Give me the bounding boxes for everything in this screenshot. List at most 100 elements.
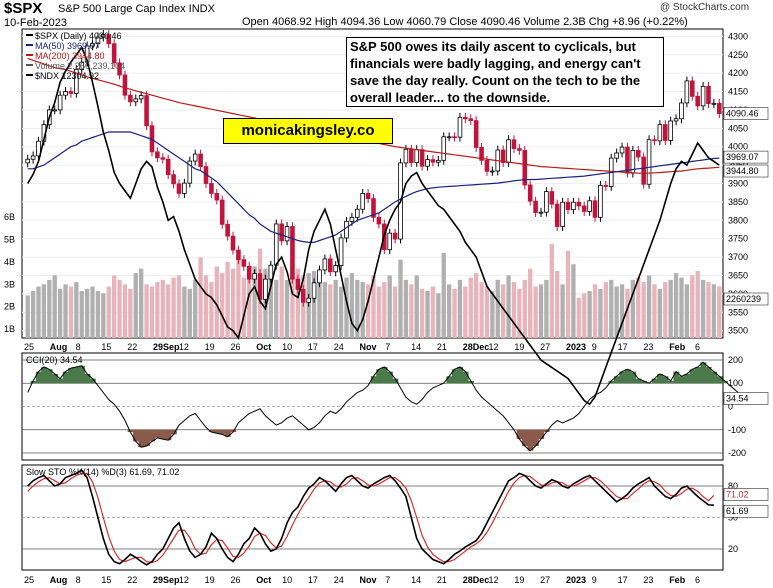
x-tick-label: 19 — [514, 342, 524, 352]
volume-bar — [36, 286, 41, 338]
candle-body — [176, 183, 182, 194]
cci-fill-pos — [657, 373, 664, 384]
candle-body — [198, 153, 203, 167]
candle-body — [209, 183, 214, 194]
volume-bar — [673, 273, 679, 338]
cci-fill-pos — [722, 380, 728, 384]
candle-body — [354, 208, 360, 218]
candle-body — [133, 98, 139, 103]
candle-body — [446, 136, 452, 139]
volume-bar — [274, 279, 279, 338]
overlay-lines — [27, 45, 747, 566]
candle-body — [322, 258, 328, 271]
cci-fill-neg — [127, 429, 134, 433]
volume-bar — [544, 279, 549, 338]
cci-fill-pos — [68, 368, 75, 384]
last-price-tag: 4090.46 — [726, 108, 759, 118]
candle-body — [517, 148, 522, 151]
cci-fill-neg — [143, 429, 150, 447]
candle-body — [641, 156, 646, 185]
volume-bar — [441, 253, 446, 338]
x-tick-label: 10 — [282, 342, 292, 352]
legend-entry: MA(50) 3969.07 — [35, 41, 100, 51]
candle-body — [263, 278, 268, 300]
volume-bar — [47, 279, 52, 338]
volume-bar — [522, 279, 527, 338]
x-tick-label: Nov — [360, 342, 377, 352]
candle-body — [300, 289, 306, 303]
volume-bar — [252, 266, 257, 338]
x-tick-label: 17 — [618, 575, 628, 585]
volume-bar — [360, 282, 365, 338]
volume-bar — [193, 279, 198, 338]
volume-bar — [74, 282, 79, 338]
cci-fill-pos — [41, 366, 48, 384]
volume-bar — [646, 275, 652, 338]
last-price-tag-bg — [723, 107, 769, 120]
cci-fill-pos — [462, 371, 469, 384]
cci-last-tag-bg — [723, 392, 769, 405]
candle-body — [295, 278, 301, 290]
candle-body — [490, 170, 495, 173]
volume-bar — [409, 284, 414, 338]
axis-ticks: 4300425042004150410040504000395039003850… — [4, 31, 769, 585]
cci-fill-pos — [387, 371, 393, 384]
volume-bar — [220, 273, 225, 338]
volume-bar — [349, 273, 355, 338]
volume-bar — [468, 277, 473, 338]
volume-bar — [565, 250, 571, 338]
candle-body — [327, 258, 333, 273]
cci-fill-pos — [52, 373, 58, 384]
candle-body — [284, 226, 290, 242]
candle-body — [646, 139, 652, 185]
volume-bar — [414, 275, 419, 338]
candle-body — [376, 216, 382, 225]
ma50-tag: 3969.07 — [726, 152, 759, 162]
volume-bar — [495, 279, 500, 338]
candle-body — [587, 200, 592, 212]
y-tick-label: 3800 — [728, 215, 748, 225]
cci-fill-neg — [219, 429, 226, 435]
volume-bar — [279, 266, 284, 338]
volume-bar — [490, 291, 495, 338]
candle-body — [522, 149, 528, 186]
cci-fill-neg — [165, 429, 172, 441]
candle-body — [538, 211, 544, 214]
volume-bar — [241, 277, 246, 338]
cci-fill-pos — [451, 369, 458, 384]
candle-body — [68, 91, 74, 94]
candle-body — [144, 95, 149, 127]
volume-bar — [155, 282, 160, 338]
candle-body — [246, 265, 252, 280]
cci-fill-pos — [79, 365, 85, 384]
volume-bar — [641, 282, 646, 338]
volume-bar — [182, 286, 187, 338]
candle-body — [117, 62, 122, 76]
sto-k-line — [27, 469, 714, 566]
cci-fill-neg — [532, 429, 539, 447]
volume-bar — [133, 273, 138, 338]
cci-fill-pos — [716, 376, 723, 384]
candle-body — [673, 118, 679, 122]
volume-tag-bg — [723, 292, 769, 306]
volume-bar — [90, 286, 95, 338]
volume-tick-label: 4B — [4, 257, 15, 267]
x-tick-label: 21 — [437, 342, 447, 352]
candle-body — [549, 191, 555, 205]
volume-bar — [247, 270, 252, 338]
candle-body — [700, 85, 706, 107]
volume-bar — [328, 284, 333, 338]
volume-bar — [392, 286, 398, 338]
cci-legend: CCI(20) 34.54 — [26, 355, 83, 365]
volume-bar — [484, 286, 490, 338]
volume-bar — [144, 284, 149, 338]
x-tick-label: 9 — [592, 342, 597, 352]
candle-body — [79, 61, 85, 70]
volume-bar — [598, 288, 603, 338]
volume-bar — [68, 286, 74, 338]
volume-bar — [322, 282, 328, 338]
volume-bar — [371, 275, 376, 338]
volume-bar — [603, 282, 608, 338]
x-tick-label: Oct — [256, 342, 271, 352]
